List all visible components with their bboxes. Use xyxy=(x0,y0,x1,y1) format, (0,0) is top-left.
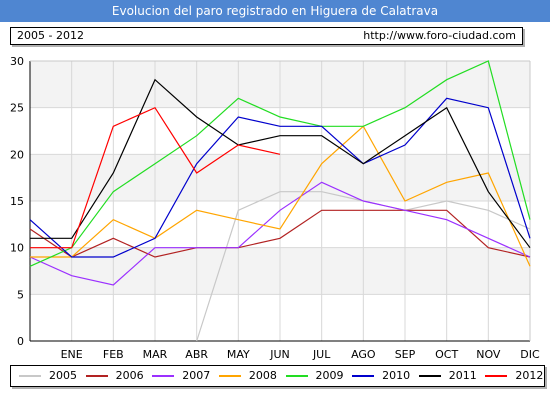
legend-swatch xyxy=(485,375,508,377)
y-tick-label: 25 xyxy=(10,102,24,115)
series-line-2007 xyxy=(29,181,531,286)
info-box: 2005 - 2012 http://www.foro-ciudad.com xyxy=(10,27,523,45)
x-tick-label: MAY xyxy=(227,348,250,361)
legend-label: 2005 xyxy=(49,369,77,382)
legend-item-2011: 2011 xyxy=(418,366,478,386)
x-tick-label: SEP xyxy=(395,348,416,361)
y-axis-ticks: 0 5 10 15 20 25 30 xyxy=(10,55,24,348)
period-label: 2005 - 2012 xyxy=(17,29,84,42)
legend-item-2009: 2009 xyxy=(285,366,345,386)
legend-swatch xyxy=(352,375,375,377)
legend-swatch xyxy=(19,375,41,377)
legend-label: 2007 xyxy=(182,369,211,382)
x-tick-label: NOV xyxy=(476,348,501,361)
chart-title: Evolucion del paro registrado en Higuera… xyxy=(0,0,550,22)
x-tick-label: JUL xyxy=(312,348,331,361)
legend-swatch xyxy=(85,375,108,377)
legend-swatch xyxy=(285,375,308,377)
legend-item-2007: 2007 xyxy=(152,366,211,386)
series-line-2008 xyxy=(30,125,531,267)
x-tick-label: OCT xyxy=(435,348,458,361)
x-tick-label: MAR xyxy=(143,348,168,361)
legend-label: 2009 xyxy=(315,369,344,382)
x-tick-label: DIC xyxy=(520,348,540,361)
legend-swatch xyxy=(418,375,441,377)
legend-label: 2008 xyxy=(248,369,277,382)
series-line-2011 xyxy=(30,78,531,249)
legend-item-2006: 2006 xyxy=(85,366,145,386)
legend-item-2012: 2012 xyxy=(485,366,544,386)
x-tick-label: JUN xyxy=(269,348,290,361)
x-tick-label: ABR xyxy=(185,348,208,361)
series-line-2006 xyxy=(29,209,531,258)
legend-label: 2011 xyxy=(448,369,477,382)
legend-label: 2010 xyxy=(382,369,411,382)
legend-swatch xyxy=(218,375,241,377)
legend-item-2008: 2008 xyxy=(218,366,278,386)
series-line-2010 xyxy=(29,97,531,258)
series-line-2012 xyxy=(30,106,281,249)
series-lines xyxy=(29,60,531,342)
source-url: http://www.foro-ciudad.com xyxy=(363,29,516,42)
y-tick-label: 20 xyxy=(10,148,24,161)
legend: 2005 2006 2007 2008 2009 2010 2011 2012 xyxy=(10,365,545,387)
legend-item-2005: 2005 xyxy=(19,366,78,386)
legend-label: 2012 xyxy=(515,369,544,382)
series-line-2009 xyxy=(29,60,531,267)
x-axis-ticks: ENE FEB MAR ABR MAY JUN JUL AGO SEP OCT NOV DIC xyxy=(61,348,540,361)
y-tick-label: 0 xyxy=(17,335,24,348)
axes xyxy=(29,60,531,342)
y-tick-label: 15 xyxy=(10,195,24,208)
y-tick-label: 30 xyxy=(10,55,24,68)
legend-swatch xyxy=(152,375,175,377)
legend-item-2010: 2010 xyxy=(352,366,411,386)
x-tick-label: AGO xyxy=(351,348,376,361)
y-tick-label: 5 xyxy=(17,288,24,301)
x-tick-label: FEB xyxy=(103,348,124,361)
y-tick-label: 10 xyxy=(10,242,24,255)
x-tick-label: ENE xyxy=(61,348,83,361)
legend-label: 2006 xyxy=(115,369,144,382)
